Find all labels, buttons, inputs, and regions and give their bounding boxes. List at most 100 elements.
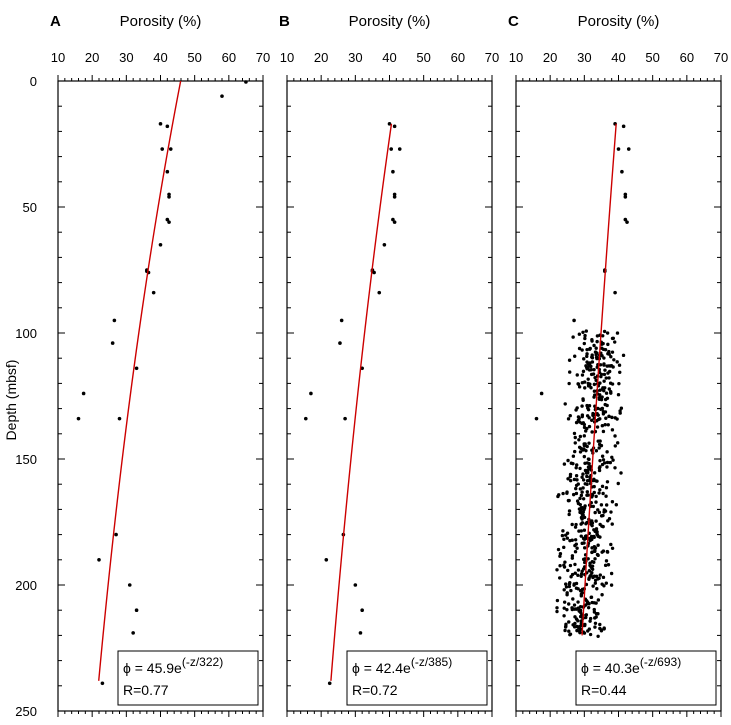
fit-equation-exponent: (-z/322)	[182, 655, 223, 669]
data-point	[610, 522, 614, 526]
data-point	[168, 147, 173, 151]
data-point	[570, 554, 575, 558]
data-point	[580, 404, 584, 408]
y-tick-label: 0	[30, 74, 37, 89]
data-point	[613, 416, 617, 420]
data-point	[597, 491, 601, 495]
data-point	[160, 147, 165, 151]
data-point	[607, 376, 611, 380]
data-point	[244, 80, 248, 84]
data-point	[353, 583, 358, 587]
data-point	[585, 482, 589, 486]
data-point	[582, 454, 587, 459]
data-point	[616, 147, 621, 151]
data-point	[127, 583, 132, 587]
data-point	[561, 529, 565, 533]
data-point	[303, 416, 308, 421]
data-point	[616, 441, 620, 445]
panel-a: A Porosity (%) 10 20 30 40 50 60 70 ϕ = 45.9e(-z/…	[50, 13, 270, 717]
data-point	[584, 364, 588, 368]
data-point	[602, 372, 607, 377]
data-point	[606, 342, 610, 347]
data-point	[581, 369, 586, 374]
data-point	[584, 329, 588, 333]
data-point	[587, 441, 591, 445]
data-point	[600, 354, 604, 358]
data-point	[598, 488, 602, 492]
data-point	[577, 385, 582, 389]
x-tick-label: 20	[85, 50, 99, 65]
data-point	[586, 377, 590, 381]
data-point	[562, 600, 567, 604]
data-point	[110, 341, 115, 345]
data-point	[567, 498, 571, 503]
x-tick-label: 10	[509, 50, 523, 65]
data-point	[573, 441, 577, 445]
data-point	[568, 632, 573, 636]
data-point	[573, 562, 577, 567]
fit-equation-exponent: (-z/693)	[640, 655, 681, 669]
data-point	[613, 340, 617, 344]
data-point	[567, 629, 571, 633]
data-point	[594, 346, 598, 350]
data-point	[613, 444, 617, 448]
data-point	[564, 585, 569, 589]
data-point	[618, 370, 622, 375]
data-point	[564, 622, 568, 627]
data-point	[574, 466, 578, 470]
data-point	[605, 549, 610, 554]
data-point	[131, 631, 135, 635]
data-point	[568, 538, 572, 543]
data-point	[570, 556, 575, 560]
data-point	[605, 465, 609, 469]
data-point	[587, 416, 591, 420]
data-point	[587, 478, 592, 483]
data-point	[562, 462, 567, 466]
y-tick-label: 200	[15, 578, 37, 593]
data-point	[574, 486, 578, 491]
data-point	[609, 571, 614, 576]
data-point	[580, 421, 584, 426]
data-point	[609, 542, 613, 547]
y-tick-label: 150	[15, 452, 37, 467]
data-point	[572, 477, 577, 482]
data-point	[397, 147, 402, 151]
data-point	[572, 431, 577, 436]
y-tick-label: 50	[23, 200, 37, 215]
data-point	[623, 217, 628, 222]
data-point	[606, 371, 610, 375]
data-point	[571, 335, 575, 339]
data-point	[602, 356, 606, 360]
data-point	[600, 395, 604, 399]
data-point	[596, 577, 600, 581]
data-point	[583, 622, 587, 627]
x-tick-label: 70	[256, 50, 270, 65]
data-point	[327, 681, 332, 686]
data-point	[581, 398, 585, 402]
data-point	[377, 290, 382, 295]
data-point	[613, 466, 617, 470]
data-point	[596, 634, 600, 639]
fit-equation-box	[575, 650, 717, 706]
data-point	[573, 435, 577, 440]
data-point	[593, 548, 597, 552]
data-point	[392, 192, 397, 197]
fit-equation-box	[117, 650, 259, 706]
data-point	[558, 576, 562, 580]
data-point	[590, 360, 595, 364]
data-point	[571, 454, 576, 458]
data-point	[565, 531, 570, 535]
data-point	[579, 515, 584, 520]
data-point	[601, 429, 606, 434]
data-point	[600, 424, 605, 428]
data-point	[610, 428, 615, 432]
data-point	[567, 358, 572, 362]
data-point	[587, 424, 592, 429]
data-point	[602, 379, 606, 383]
data-point	[555, 606, 559, 610]
data-point	[585, 444, 589, 449]
data-point	[597, 510, 602, 515]
data-point	[594, 615, 598, 619]
data-point	[607, 414, 611, 419]
data-point	[134, 608, 139, 612]
